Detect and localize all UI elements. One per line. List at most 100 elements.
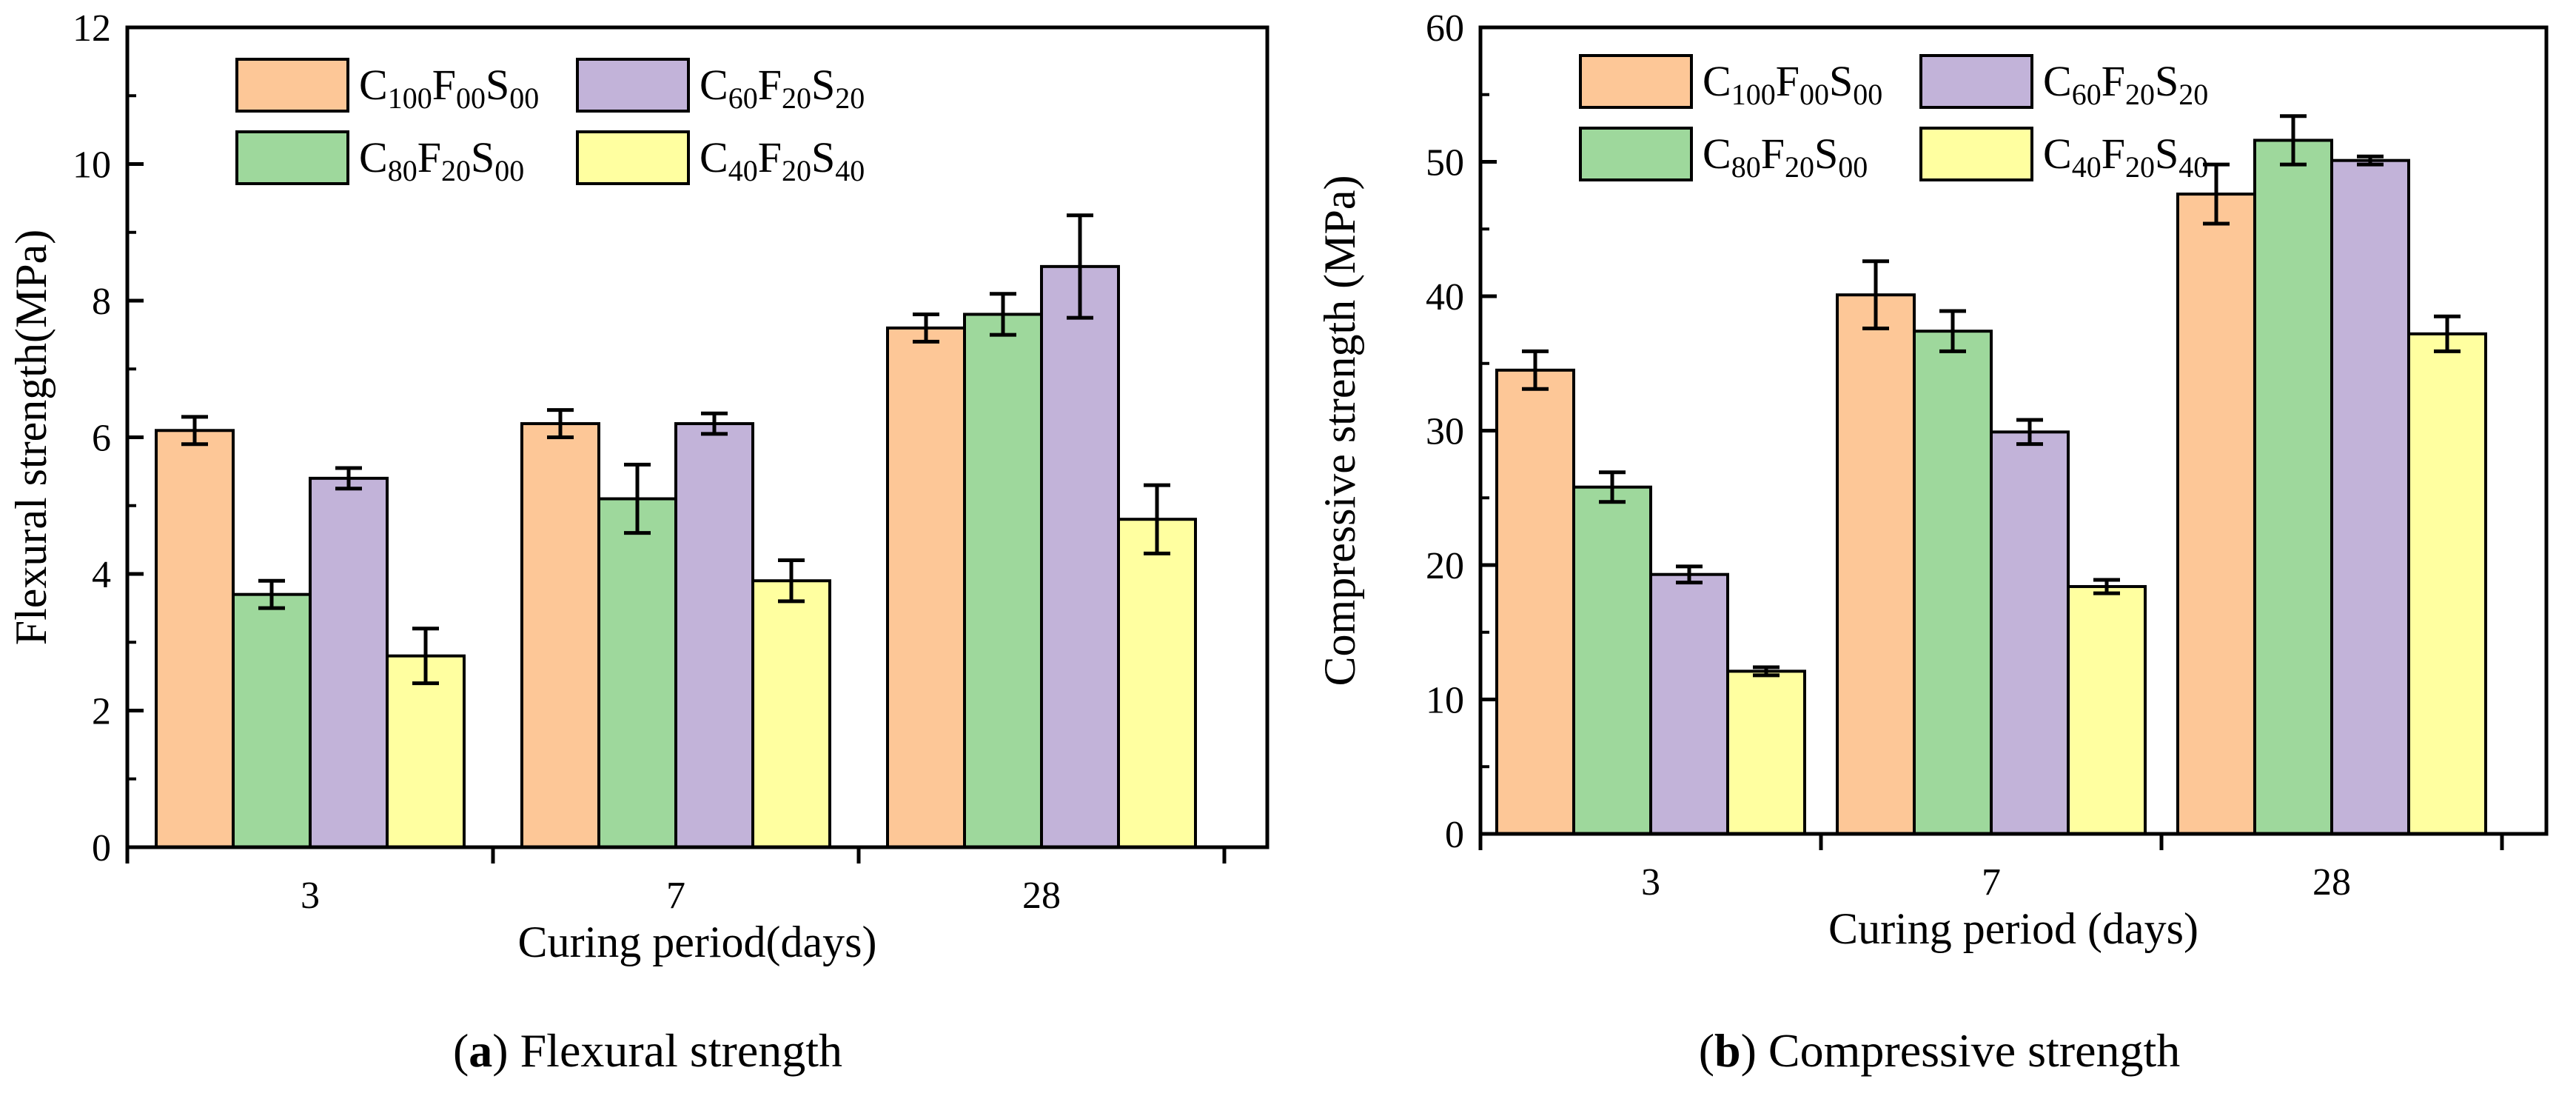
error-bar-C60F20S20-7 [2016,418,2043,447]
bar-C80F20S00-3 [1572,485,1652,835]
bar-C80F20S00-28 [2253,138,2333,835]
x-axis-label: Curing period (days) [1828,904,2198,953]
error-bar-C80F20S00-3 [1599,470,1626,504]
legend-swatch [1919,127,2033,181]
bar-C60F20S20-3 [309,476,389,849]
x-tick-label: 28 [1022,875,1061,917]
error-bar-C40F20S40-7 [2093,578,2120,595]
bar-C100F00S00-7 [520,422,600,849]
legend-label: C40F20S40 [700,133,865,187]
legend-swatch [1579,127,1693,181]
y-tick-label: 50 [1426,142,1464,184]
legend-label: C100F00S00 [359,61,539,115]
legend-swatch [576,58,690,113]
error-bar-C100F00S00-7 [547,408,574,439]
y-tick-label: 10 [73,144,111,187]
bar-C80F20S00-7 [597,497,677,849]
y-axis-label: Compressive strength (MPa) [1315,176,1364,687]
y-tick-label: 12 [73,7,111,50]
bar-C60F20S20-28 [1040,264,1120,849]
bar-C80F20S00-7 [1913,330,1993,835]
bar-C60F20S20-28 [2330,158,2410,835]
error-bar-C100F00S00-7 [1862,259,1889,331]
y-tick-label: 0 [92,827,111,869]
y-axis-label: Flexural strength(MPa) [7,230,56,646]
bar-C80F20S00-3 [232,592,312,849]
x-tick-label: 7 [1982,861,2001,903]
bar-C40F20S40-7 [2067,585,2147,835]
error-bar-C80F20S00-3 [258,578,285,610]
legend-item-C60F20S20: C60F20S20 [576,58,865,115]
error-bar-C60F20S20-28 [1067,213,1093,320]
bar-C40F20S40-3 [386,654,466,849]
bar-C100F00S00-28 [886,326,966,849]
bar-C80F20S00-28 [963,313,1043,849]
y-tick-label: 6 [92,418,111,460]
bar-C100F00S00-3 [155,429,235,849]
legend-swatch [1919,54,2033,109]
y-tick-label: 0 [1445,814,1464,856]
legend-item-C100F00S00: C100F00S00 [235,58,539,115]
panel-a: 0 2 4 6 8 10 12 3 7 28 Curing period(days) Flexural… [7,7,1269,1077]
legend-label: C80F20S00 [1703,130,1868,184]
legend-swatch [1579,54,1693,109]
legend-item-C40F20S40: C40F20S40 [1919,127,2208,184]
error-bar-C100F00S00-28 [913,312,939,344]
error-bar-C80F20S00-7 [624,462,651,535]
legend-item-C80F20S00: C80F20S00 [1579,127,1868,184]
legend-label: C60F20S20 [700,61,865,115]
error-bar-C100F00S00-3 [181,415,208,447]
error-bar-C40F20S40-7 [778,558,805,604]
error-bar-C60F20S20-28 [2357,154,2384,167]
error-bar-C60F20S20-3 [335,466,362,491]
panel-caption: (a) Flexural strength [453,1024,842,1077]
bar-C40F20S40-7 [751,579,831,849]
x-axis-label: Curing period(days) [518,918,877,966]
error-bar-C60F20S20-3 [1676,564,1703,585]
legend-item-C100F00S00: C100F00S00 [1579,54,1882,111]
error-bar-C40F20S40-3 [412,627,439,686]
bar-C100F00S00-3 [1495,368,1575,835]
legend-label: C80F20S00 [359,133,524,187]
bar-C60F20S20-3 [1649,572,1729,836]
y-tick-label: 10 [1426,680,1464,722]
bar-C40F20S40-28 [2407,332,2487,835]
legend-swatch [235,130,349,185]
legend-label: C40F20S40 [2043,130,2208,184]
legend-label: C100F00S00 [1703,57,1882,111]
legend-label: C60F20S20 [2043,57,2208,111]
panel-caption: (b) Compressive strength [1699,1024,2181,1077]
error-bar-C80F20S00-28 [990,292,1016,337]
error-bar-C40F20S40-28 [2434,314,2461,353]
legend: C100F00S00 C60F20S20 C80F20S00 C40F20S40 [1579,54,2208,184]
y-tick-label: 20 [1426,545,1464,587]
y-tick-label: 30 [1426,411,1464,453]
error-bar-C80F20S00-7 [1939,309,1966,353]
y-tick-label: 40 [1426,276,1464,318]
y-tick-label: 60 [1426,7,1464,50]
bar-C100F00S00-28 [2176,193,2256,835]
error-bar-C40F20S40-28 [1144,483,1170,555]
error-bar-C60F20S20-7 [701,411,728,436]
legend-item-C80F20S00: C80F20S00 [235,130,524,187]
x-tick-label: 7 [666,875,685,917]
x-tick-label: 3 [301,875,320,917]
legend-item-C40F20S40: C40F20S40 [576,130,865,187]
legend-swatch [576,130,690,185]
bar-C60F20S20-7 [1990,430,2070,835]
x-tick-label: 3 [1641,861,1660,903]
legend-item-C60F20S20: C60F20S20 [1919,54,2208,111]
bar-C60F20S20-7 [674,422,754,849]
bar-C40F20S40-28 [1117,518,1197,849]
error-bar-C100F00S00-28 [2203,162,2230,226]
y-tick-label: 2 [92,691,111,733]
bar-C100F00S00-7 [1836,293,1916,835]
y-tick-label: 4 [92,554,111,596]
error-bar-C40F20S40-3 [1753,665,1780,678]
panel-b: 0 10 20 30 40 50 60 3 7 28 Curing period (days) Com… [1315,7,2549,1077]
legend: C100F00S00 C60F20S20 C80F20S00 C40F20S40 [235,58,865,187]
y-tick-label: 8 [92,281,111,323]
error-bar-C100F00S00-3 [1522,349,1549,391]
x-tick-label: 28 [2312,861,2351,903]
